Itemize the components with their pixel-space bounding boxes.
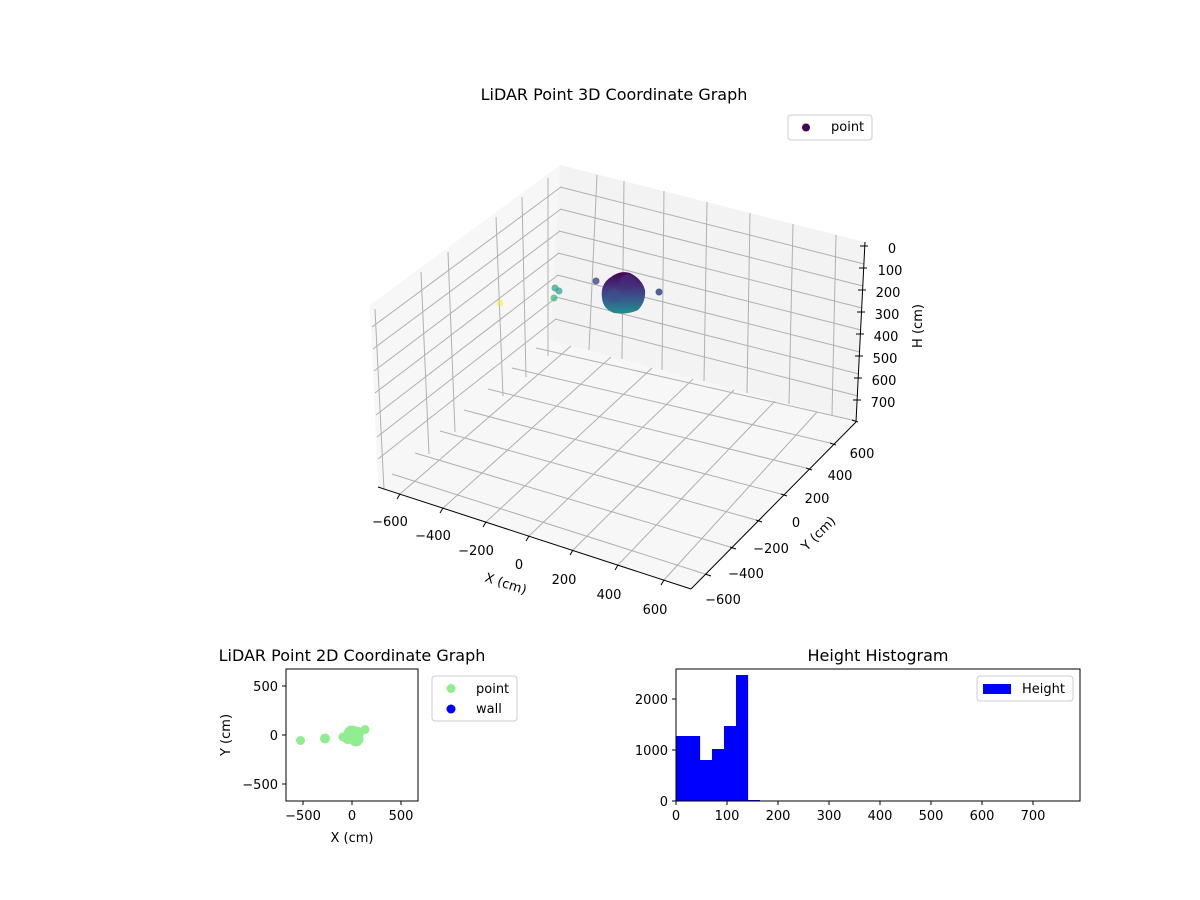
- legend-label-point: point: [831, 120, 864, 135]
- floor-pane: [378, 340, 856, 589]
- svg-text:0: 0: [888, 242, 896, 257]
- svg-text:200: 200: [876, 286, 901, 301]
- svg-text:700: 700: [1021, 809, 1046, 824]
- legend-marker-wall: [446, 704, 456, 714]
- svg-text:600: 600: [872, 374, 897, 389]
- y-ticks-hist: [672, 698, 676, 802]
- svg-text:300: 300: [875, 308, 900, 323]
- svg-text:500: 500: [919, 809, 944, 824]
- svg-text:−600: −600: [705, 593, 741, 608]
- legend-label-wall: wall: [476, 702, 502, 717]
- plot-3d: LiDAR Point 3D Coordinate Graph: [370, 85, 926, 618]
- svg-text:600: 600: [643, 603, 668, 618]
- x-axis-label-2d: X (cm): [331, 831, 374, 846]
- plot-2d-title: LiDAR Point 2D Coordinate Graph: [219, 646, 486, 665]
- svg-text:−200: −200: [458, 544, 494, 559]
- x-ticks-2d: [302, 801, 402, 805]
- histogram-title: Height Histogram: [808, 646, 949, 665]
- svg-text:0: 0: [515, 558, 523, 573]
- svg-text:600: 600: [970, 809, 995, 824]
- svg-text:500: 500: [253, 680, 278, 695]
- svg-text:2000: 2000: [635, 693, 668, 708]
- legend-3d: point: [787, 114, 873, 141]
- svg-text:−600: −600: [372, 515, 408, 530]
- svg-text:100: 100: [715, 809, 740, 824]
- legend-marker-point: [446, 684, 456, 693]
- x-ticks-3d: [396, 493, 665, 586]
- h-axis-line-3d: [855, 241, 866, 423]
- svg-text:−500: −500: [285, 809, 321, 824]
- scatter-points-3d: [496, 272, 663, 314]
- svg-text:200: 200: [805, 492, 830, 507]
- svg-text:100: 100: [878, 264, 903, 279]
- y-tick-labels-3d: −600 −400 −200 0 200 400 600: [705, 447, 874, 608]
- back-pane: [550, 165, 865, 422]
- legend-hist: Height: [976, 675, 1074, 702]
- legend-label-height: Height: [1022, 682, 1065, 697]
- svg-text:−400: −400: [728, 567, 764, 582]
- svg-text:0: 0: [348, 809, 356, 824]
- svg-text:400: 400: [874, 330, 899, 345]
- histogram-axes: [675, 668, 1081, 802]
- legend-2d: point wall: [431, 675, 518, 722]
- legend-marker-point: [802, 123, 810, 132]
- svg-text:0: 0: [672, 809, 680, 824]
- x-ticks-hist: [675, 801, 1034, 805]
- plot-3d-title: LiDAR Point 3D Coordinate Graph: [481, 85, 748, 104]
- plot-histogram: Height Histogram 0 100 200 300 400 500: [635, 646, 1081, 824]
- svg-text:0: 0: [270, 729, 278, 744]
- svg-text:1000: 1000: [635, 744, 668, 759]
- y-axis-label-3d: Y (cm): [798, 514, 839, 555]
- legend-label-point: point: [476, 682, 509, 697]
- left-pane-grid: [371, 178, 562, 491]
- svg-text:200: 200: [552, 573, 577, 588]
- svg-text:700: 700: [871, 396, 896, 411]
- svg-text:0: 0: [792, 516, 800, 531]
- h-ticks-3d: [853, 245, 868, 401]
- back-pane-grid: [554, 174, 865, 416]
- x-axis-label-3d: X (cm): [483, 571, 529, 599]
- y-ticks-3d: [704, 419, 859, 577]
- svg-text:400: 400: [828, 469, 853, 484]
- y-axis-line-3d: [690, 421, 857, 590]
- svg-text:0: 0: [660, 795, 668, 810]
- svg-text:500: 500: [389, 809, 414, 824]
- svg-text:−200: −200: [753, 542, 789, 557]
- floor-grid: [391, 345, 853, 581]
- svg-text:400: 400: [868, 809, 893, 824]
- svg-text:400: 400: [597, 588, 622, 603]
- h-tick-labels-3d: 0 100 200 300 400 500 600 700: [871, 242, 903, 411]
- svg-text:300: 300: [817, 809, 842, 824]
- svg-text:−400: −400: [415, 529, 451, 544]
- scatter-points-2d: [296, 725, 370, 747]
- h-axis-label-3d: H (cm): [911, 304, 926, 348]
- svg-text:600: 600: [850, 447, 875, 462]
- legend-marker-height: [983, 684, 1011, 694]
- svg-text:200: 200: [766, 809, 791, 824]
- y-axis-label-2d: Y (cm): [219, 714, 234, 757]
- svg-text:−500: −500: [242, 778, 278, 793]
- svg-text:500: 500: [873, 352, 898, 367]
- y-ticks-2d: [282, 685, 286, 785]
- x-axis-line-3d: [377, 486, 692, 590]
- x-tick-labels-3d: −600 −400 −200 0 200 400 600: [372, 515, 667, 618]
- plot-2d: LiDAR Point 2D Coordinate Graph −500 0 5…: [219, 646, 518, 846]
